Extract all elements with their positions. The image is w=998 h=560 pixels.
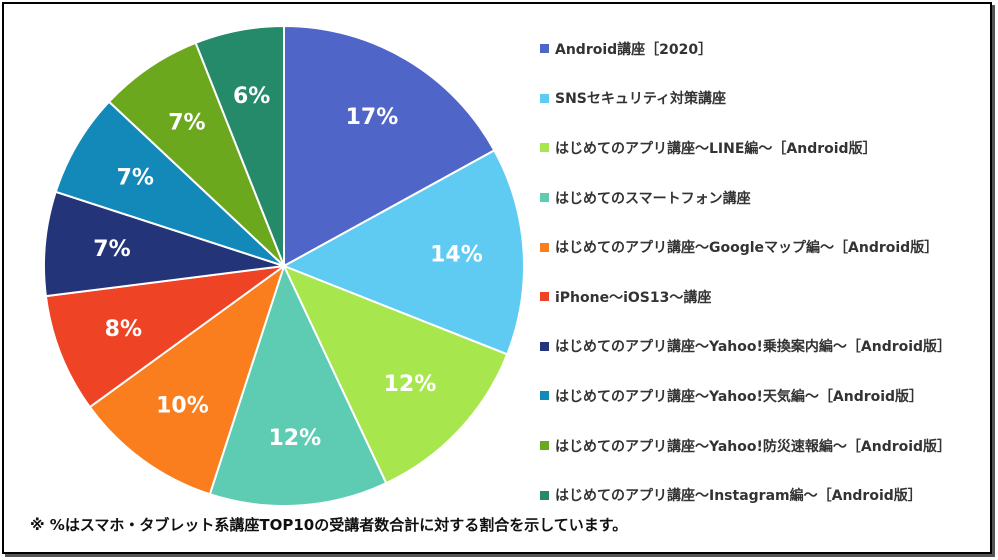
- legend-swatch: [540, 193, 549, 203]
- legend-swatch: [540, 143, 549, 153]
- legend-label: はじめてのアプリ講座～Instagram編～［Android版］: [555, 488, 922, 505]
- slice-data-label-2: 14%: [430, 243, 483, 268]
- pie-slice-1: [283, 24, 496, 268]
- legend-swatch: [540, 242, 549, 252]
- legend-label: はじめてのアプリ講座～LINE編～［Android版］: [555, 140, 877, 157]
- legend-label: SNSセキュリティ対策講座: [555, 91, 727, 108]
- legend-item-1: Android講座［2020］: [540, 24, 990, 74]
- footnote: ※ %はスマホ・タブレット系講座TOP10の受講者数合計に対する割合を示していま…: [30, 516, 628, 534]
- legend-item-7: はじめてのアプリ講座～Yahoo!乗換案内編～［Android版］: [540, 322, 990, 372]
- slice-data-label-3: 12%: [384, 372, 437, 397]
- pie-slice-2: [281, 149, 525, 356]
- slice-data-label-6: 8%: [105, 317, 142, 342]
- pie-slice-8: [54, 100, 285, 267]
- legend-label: iPhone～iOS13～講座: [555, 289, 712, 306]
- legend-item-2: SNSセキュリティ対策講座: [540, 74, 990, 124]
- legend-item-8: はじめてのアプリ講座～Yahoo!天気編～［Android版］: [540, 371, 990, 421]
- pie-slice-5: [88, 263, 286, 496]
- chart-legend: Android講座［2020］ SNSセキュリティ対策講座はじめてのアプリ講座～L…: [540, 24, 990, 520]
- pie-slice-7: [43, 190, 285, 298]
- legend-item-4: はじめてのスマートフォン講座: [540, 173, 990, 223]
- pie-slice-10: [194, 24, 285, 267]
- legend-label: はじめてのスマートフォン講座: [555, 190, 751, 207]
- legend-label: はじめてのアプリ講座～Yahoo!防災速報編～［Android版］: [555, 438, 952, 455]
- legend-label: はじめてのアプリ講座～Googleマップ編～［Android版］: [555, 240, 939, 257]
- pie-slice-9: [107, 41, 285, 267]
- slice-data-label-7: 7%: [93, 237, 130, 262]
- legend-label: Android講座［2020］: [555, 41, 713, 58]
- legend-swatch: [540, 441, 549, 451]
- legend-label: はじめてのアプリ講座～Yahoo!天気編～［Android版］: [555, 388, 924, 405]
- pie-slice-4: [208, 263, 388, 507]
- legend-label: はじめてのアプリ講座～Yahoo!乗換案内編～［Android版］: [555, 339, 952, 356]
- legend-swatch: [540, 341, 549, 351]
- legend-item-5: はじめてのアプリ講座～Googleマップ編～［Android版］: [540, 222, 990, 272]
- legend-swatch: [540, 292, 549, 302]
- legend-item-10: はじめてのアプリ講座～Instagram編～［Android版］: [540, 470, 990, 520]
- pie-slice-3: [282, 264, 509, 485]
- legend-item-9: はじめてのアプリ講座～Yahoo!防災速報編～［Android版］: [540, 421, 990, 471]
- legend-swatch: [540, 391, 549, 401]
- slice-data-label-8: 7%: [117, 166, 154, 191]
- legend-swatch: [540, 44, 549, 54]
- slice-data-label-10: 6%: [233, 84, 270, 109]
- legend-item-3: はじめてのアプリ講座～LINE編～［Android版］: [540, 123, 990, 173]
- slice-data-label-5: 10%: [156, 393, 209, 418]
- legend-item-6: iPhone～iOS13～講座: [540, 272, 990, 322]
- slice-data-label-1: 17%: [346, 105, 399, 130]
- legend-swatch: [540, 93, 549, 103]
- slice-data-label-4: 12%: [269, 426, 322, 451]
- slice-data-label-9: 7%: [168, 111, 205, 136]
- legend-swatch: [540, 490, 549, 500]
- pie-slice-6: [44, 265, 285, 409]
